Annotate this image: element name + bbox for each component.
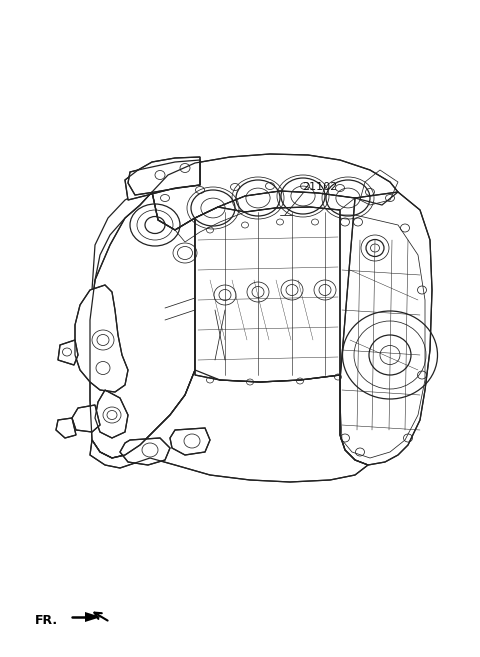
Polygon shape — [90, 192, 195, 458]
Polygon shape — [56, 418, 76, 438]
Polygon shape — [58, 340, 78, 365]
Polygon shape — [152, 154, 398, 230]
Polygon shape — [90, 192, 152, 320]
Polygon shape — [120, 438, 170, 465]
Polygon shape — [90, 370, 368, 482]
Text: 21102: 21102 — [302, 182, 337, 192]
Polygon shape — [128, 157, 200, 195]
Polygon shape — [125, 160, 200, 200]
Polygon shape — [170, 428, 210, 455]
Polygon shape — [75, 285, 128, 392]
Polygon shape — [72, 405, 100, 432]
Text: FR.: FR. — [35, 614, 58, 627]
Polygon shape — [95, 390, 128, 438]
Polygon shape — [85, 612, 101, 622]
Polygon shape — [195, 207, 340, 382]
Polygon shape — [340, 192, 432, 465]
